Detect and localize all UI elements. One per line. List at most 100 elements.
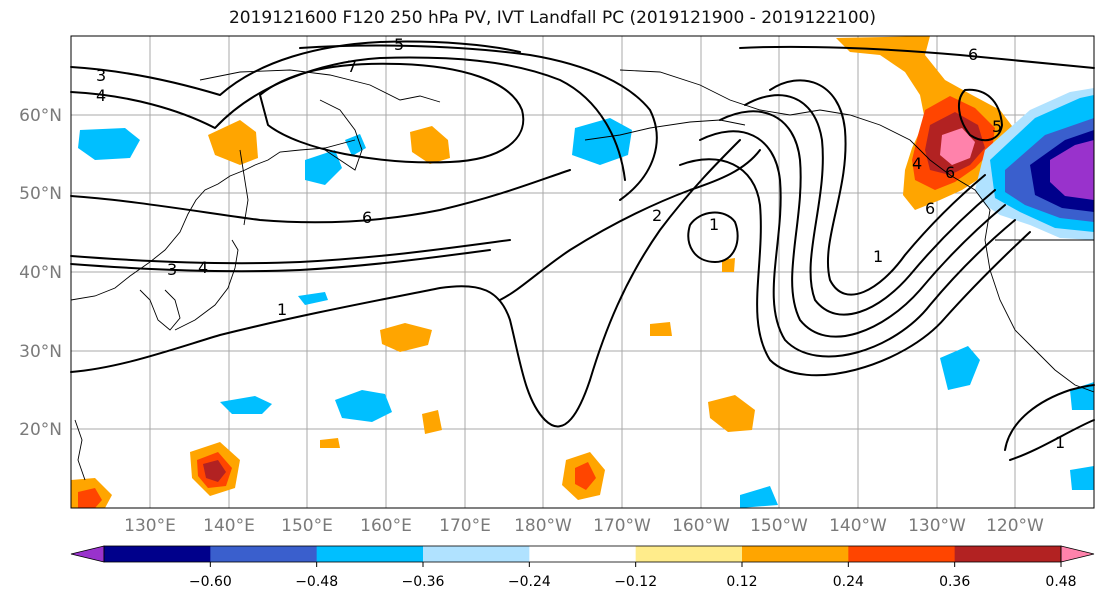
contour-label-4-40n: 4 bbox=[198, 258, 208, 277]
map-frame bbox=[70, 35, 1095, 509]
contour-label-4-nw: 4 bbox=[96, 86, 106, 105]
shading-blob-kamchatka-blue bbox=[305, 150, 342, 185]
lat-label-40n: 40°N bbox=[19, 263, 62, 283]
shading-blob-bering-blue bbox=[572, 118, 632, 165]
lon-label-160e: 160°E bbox=[360, 516, 412, 536]
coastlines bbox=[70, 69, 1095, 481]
coast-north-america-west bbox=[984, 209, 1095, 393]
colorbar-tick-label: 0.48 bbox=[1045, 574, 1076, 590]
shading-blob-nw bbox=[78, 128, 140, 160]
colorbar-tick-label: −0.12 bbox=[614, 574, 657, 590]
chart-title: 2019121600 F120 250 hPa PV, IVT Landfall… bbox=[228, 8, 876, 28]
pv-contour-se-1b bbox=[1009, 419, 1095, 461]
contour-label-6-mid: 6 bbox=[362, 208, 372, 227]
coast-japan bbox=[174, 239, 239, 331]
contour-label-6-alaska: 6 bbox=[945, 163, 955, 182]
longitude-labels: 130°E 140°E 150°E 160°E 170°E 180°W 170°… bbox=[124, 516, 1044, 536]
lon-label-120w: 120°W bbox=[986, 516, 1044, 536]
pv-contour-trough-4 bbox=[699, 130, 1016, 358]
colorbar-segment bbox=[742, 546, 849, 562]
pv-contour-6 bbox=[70, 169, 571, 224]
contour-label-1-ring: 1 bbox=[709, 215, 719, 234]
lon-label-180w: 180°W bbox=[514, 516, 572, 536]
colorbar-tick-label: −0.36 bbox=[402, 574, 445, 590]
shading-blob-40n bbox=[298, 292, 328, 305]
coast-aleutians bbox=[584, 119, 746, 141]
colorbar-tick-label: −0.48 bbox=[295, 574, 338, 590]
pv-contour-trough-2 bbox=[744, 94, 996, 316]
pv-contour-alaska-5 bbox=[958, 88, 1003, 142]
coast-siberia-north bbox=[199, 69, 441, 103]
contour-label-3-nw: 3 bbox=[96, 66, 106, 85]
pv-contour-40n-4 bbox=[70, 249, 491, 273]
shading-blob-30n-a bbox=[380, 323, 432, 352]
shading-blob-aleut-blue bbox=[345, 134, 366, 156]
lat-label-30n: 30°N bbox=[19, 342, 62, 362]
lon-label-160w: 160°W bbox=[672, 516, 730, 536]
colorbar-segment bbox=[423, 546, 530, 562]
colorbar-segment bbox=[210, 546, 318, 562]
lon-label-140e: 140°E bbox=[203, 516, 255, 536]
lat-label-50n: 50°N bbox=[19, 184, 62, 204]
lon-label-150w: 150°W bbox=[750, 516, 808, 536]
shading-blob-22n-orange bbox=[422, 410, 442, 434]
lon-label-140w: 140°W bbox=[829, 516, 887, 536]
coast-sakhalin bbox=[239, 149, 249, 226]
shading-pnw-purple bbox=[1050, 140, 1094, 200]
shading-blob-28n-e bbox=[940, 346, 980, 390]
colorbar-segment bbox=[529, 546, 637, 562]
shading-blob-24n-b bbox=[335, 390, 392, 422]
shading-blob-20n-orange bbox=[320, 438, 340, 448]
shading-blob-40n-c bbox=[722, 258, 735, 272]
pv-contour-5 bbox=[299, 44, 658, 201]
contour-label-3-40n: 3 bbox=[167, 260, 177, 279]
shading-blob-se-b bbox=[1070, 466, 1094, 490]
pv-contour-alaska-6 bbox=[739, 45, 1095, 69]
shading-blob-sw-darkred bbox=[203, 460, 226, 482]
colorbar: −0.60 −0.48 −0.36 −0.24 −0.12 0.12 0.24 0.36 0.4… bbox=[70, 545, 1095, 590]
pv-contour-north-4 bbox=[70, 56, 626, 181]
colorbar-tick-label: −0.60 bbox=[189, 574, 232, 590]
contour-label-1-trough: 1 bbox=[873, 247, 883, 266]
contour-label-5-alaska: 5 bbox=[992, 117, 1002, 136]
shading-blob-24n-orange bbox=[708, 395, 755, 432]
colorbar-tick-label: 0.36 bbox=[939, 574, 970, 590]
pv-contour-trough-5 bbox=[679, 158, 1031, 377]
coast-alaska bbox=[619, 69, 991, 211]
colorbar-ticks: −0.60 −0.48 −0.36 −0.24 −0.12 0.12 0.24 0.36 0.4… bbox=[189, 562, 1077, 590]
latitude-labels: 60°N 50°N 40°N 30°N 20°N bbox=[19, 106, 62, 440]
contour-label-1-west: 1 bbox=[277, 300, 287, 319]
lat-label-60n: 60°N bbox=[19, 106, 62, 126]
shading-blob-hawaii-ne-red bbox=[575, 462, 596, 490]
contour-label-5-north: 5 bbox=[394, 35, 404, 54]
shading-blob-30n-b bbox=[650, 322, 672, 336]
pv-contour-1-west bbox=[70, 139, 741, 428]
lon-label-170w: 170°W bbox=[593, 516, 651, 536]
shading-blob-s-blue bbox=[740, 486, 778, 508]
pv-contour-north-3 bbox=[70, 40, 521, 96]
colorbar-segment bbox=[635, 546, 743, 562]
lon-label-130w: 130°W bbox=[908, 516, 966, 536]
shading-blob-okhotsk-orange bbox=[208, 120, 258, 165]
coast-asia-east bbox=[70, 139, 356, 301]
pv-contours bbox=[70, 40, 1095, 461]
contour-label-1-se: 1 bbox=[1055, 433, 1065, 452]
lon-label-170e: 170°E bbox=[439, 516, 491, 536]
contour-labels: 3 4 7 5 6 6 3 4 1 2 1 6 5 4 6 1 1 bbox=[96, 35, 1065, 452]
coast-philippines bbox=[74, 419, 86, 481]
colorbar-segment bbox=[104, 546, 211, 562]
contour-label-6-coast: 6 bbox=[925, 199, 935, 218]
contour-label-6-ne: 6 bbox=[968, 45, 978, 64]
pv-contour-40n-3 bbox=[70, 239, 511, 265]
pv-contour-1-ring bbox=[687, 211, 739, 263]
pv-contour-se-1 bbox=[1004, 384, 1095, 451]
pv-contour-trough-3 bbox=[719, 110, 1006, 338]
colorbar-tick-label: 0.24 bbox=[833, 574, 864, 590]
contour-label-4-alaska: 4 bbox=[912, 154, 922, 173]
colorbar-extend-low bbox=[70, 545, 105, 563]
pv-contour-2 bbox=[499, 149, 761, 301]
colorbar-segments bbox=[70, 545, 1095, 563]
coast-kamchatka bbox=[319, 99, 363, 171]
colorbar-segment bbox=[954, 546, 1062, 562]
